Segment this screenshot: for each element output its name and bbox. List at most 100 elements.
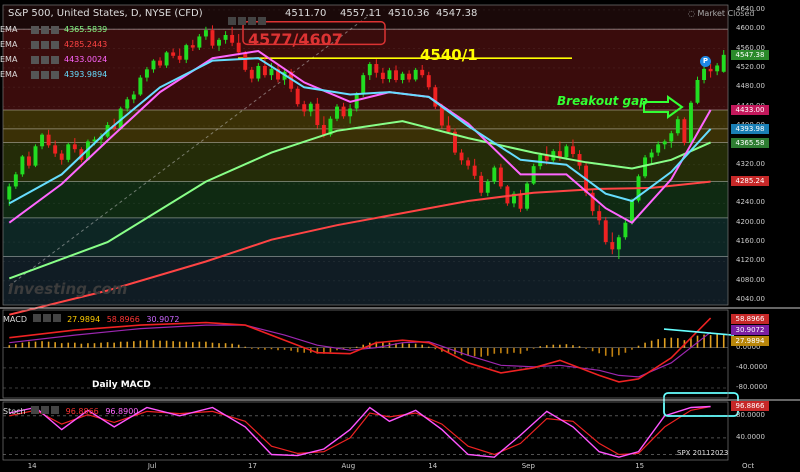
candle-body xyxy=(380,72,385,80)
candle xyxy=(13,171,18,189)
candle-body xyxy=(512,193,516,204)
stoch-legend[interactable]: Stoch 96.8866 96.8900 xyxy=(3,406,138,416)
candle-body xyxy=(341,106,346,117)
candle xyxy=(302,100,307,117)
macd-histogram-bar xyxy=(87,343,89,348)
candle xyxy=(466,157,471,170)
candle xyxy=(131,91,136,104)
candle-body xyxy=(7,186,12,200)
value-tag: 4433.00 xyxy=(731,105,769,115)
panel-frames xyxy=(0,4,800,461)
candle xyxy=(138,75,143,96)
candle xyxy=(695,76,700,105)
macd-histogram-bar xyxy=(342,347,345,350)
macd-histogram-bar xyxy=(473,347,476,357)
macd-histogram-bar xyxy=(185,341,188,348)
macd-histogram-bar xyxy=(8,345,11,348)
macd-histogram-bar xyxy=(559,344,561,348)
candle-body xyxy=(702,68,707,80)
candle xyxy=(669,130,674,148)
candle xyxy=(40,133,45,150)
candle xyxy=(125,96,130,112)
candle-body xyxy=(223,35,228,40)
ema-value: 4433.0024 xyxy=(64,55,108,64)
candle-body xyxy=(289,71,294,89)
ohlc-high: 4557.11 xyxy=(340,8,382,19)
price-tick-label: 4320.00 xyxy=(736,159,765,168)
candle xyxy=(380,67,385,84)
macd-tick-label: 0.0000 xyxy=(736,342,761,351)
ema-legend-4[interactable]: EMA 4393.9894 xyxy=(0,70,107,82)
price-band xyxy=(3,181,728,218)
ema-legend-3[interactable]: EMA 4433.0024 xyxy=(0,55,107,67)
candle-body xyxy=(308,103,313,112)
candle-body xyxy=(171,52,176,56)
info-marker-icon[interactable]: P xyxy=(700,56,711,67)
ema-line xyxy=(8,120,712,280)
value-tag: 58.8966 xyxy=(731,314,769,324)
candle-body xyxy=(590,192,595,212)
candle xyxy=(164,50,169,68)
candle xyxy=(26,151,31,169)
candle-body xyxy=(243,52,248,70)
toolbar-icons[interactable] xyxy=(228,10,278,25)
candle-body xyxy=(138,77,143,95)
macd-histogram-bar xyxy=(703,334,705,348)
candle xyxy=(243,50,248,72)
candle-body xyxy=(190,45,195,48)
macd-histogram-bar xyxy=(152,340,155,348)
candle-body xyxy=(629,200,634,223)
candle-body xyxy=(439,106,444,126)
macd-histogram-bar xyxy=(421,344,424,348)
macd-histogram-bar xyxy=(637,345,640,348)
candle xyxy=(118,106,123,130)
macd-legend-value-2: 58.8966 xyxy=(106,315,140,324)
macd-histogram-bar xyxy=(526,347,528,351)
candle xyxy=(66,142,71,163)
ema-label: EMA xyxy=(0,40,18,49)
price-tick-label: 4240.00 xyxy=(736,198,765,207)
candle-body xyxy=(453,131,457,153)
ohlc-close: 4547.38 xyxy=(436,8,478,19)
candle xyxy=(571,139,575,158)
candle xyxy=(20,155,25,177)
macd-histogram-bar xyxy=(598,347,600,354)
candle-body xyxy=(643,157,648,177)
time-tick-label: 14 xyxy=(428,462,438,470)
candle-body xyxy=(40,134,45,147)
price-tick-label: 4600.00 xyxy=(736,24,765,33)
ema-legend-2[interactable]: EMA 4285.2443 xyxy=(0,40,107,52)
candle-body xyxy=(616,237,621,250)
candle xyxy=(433,84,438,110)
instrument-title: S&P 500, United States, D, NYSE (CFD) xyxy=(8,8,203,19)
price-tick-label: 4200.00 xyxy=(736,217,765,226)
candle xyxy=(610,232,615,255)
stochastic-panel xyxy=(3,392,739,458)
macd-histogram-bar xyxy=(604,347,607,356)
macd-histogram-bar xyxy=(493,347,496,354)
macd-legend[interactable]: MACD 27.9894 58.8966 30.9072 xyxy=(3,314,179,324)
candle-body xyxy=(262,65,267,76)
candle xyxy=(446,116,451,134)
candle xyxy=(577,150,582,170)
candle-body xyxy=(46,134,51,146)
ema-legend-1[interactable]: EMA 4365.5839 xyxy=(0,25,107,37)
macd-histogram-bar xyxy=(506,347,509,354)
macd-histogram-bar xyxy=(159,340,161,348)
macd-histogram-bar xyxy=(677,338,679,348)
candle xyxy=(590,189,595,216)
candle xyxy=(649,149,654,165)
value-tag: 4285.24 xyxy=(731,176,769,187)
macd-histogram-bar xyxy=(113,342,115,348)
candle-body xyxy=(66,144,71,160)
macd-tick-label: -40.0000 xyxy=(736,362,768,371)
panel-frame xyxy=(2,309,729,399)
macd-histogram-bar xyxy=(624,347,627,353)
stoch-tick-label: 40.0000 xyxy=(736,432,765,441)
candle xyxy=(171,48,176,59)
macd-line xyxy=(9,317,712,383)
candle-body xyxy=(669,133,674,142)
candle xyxy=(715,63,720,76)
